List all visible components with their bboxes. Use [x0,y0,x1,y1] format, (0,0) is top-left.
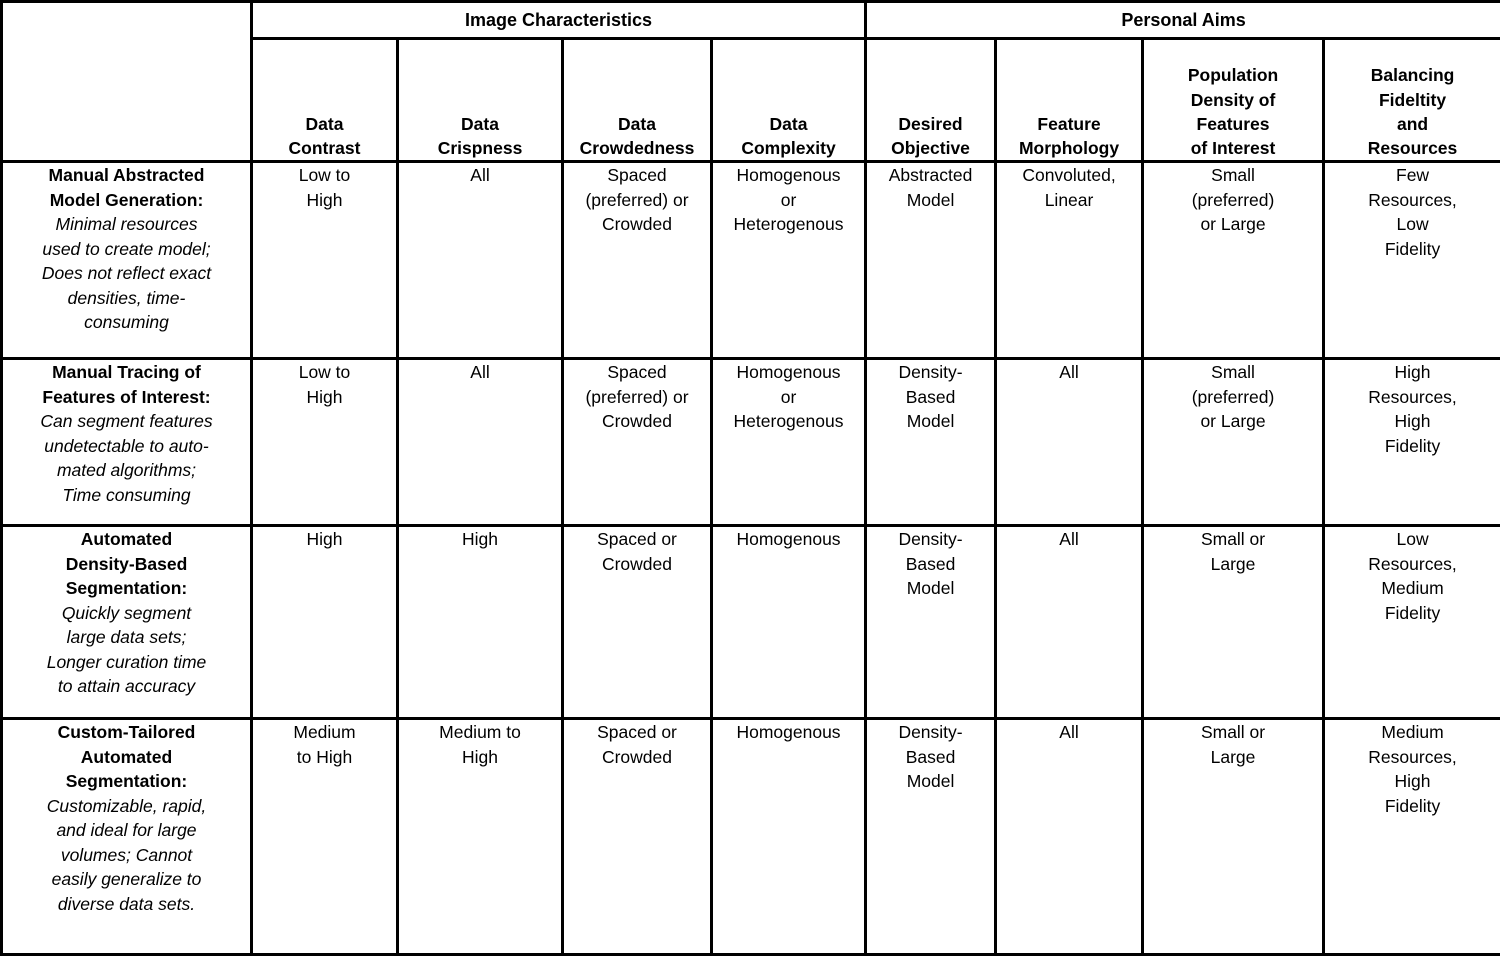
row-description: Customizable, rapid, and ideal for large… [3,794,250,917]
row-header-manual-tracing: Manual Tracing of Features of Interest: … [2,359,252,526]
group-header-row: Image Characteristics Personal Aims [2,2,1500,39]
column-header-balancing: Balancing Fideltity and Resources [1324,39,1500,162]
cell-data-crispness: High [398,526,563,719]
cell-data-contrast: Medium to High [252,719,398,955]
row-title: Custom-Tailored Automated Segmentation: [3,720,250,794]
column-header-data-complexity: Data Complexity [712,39,866,162]
table-row: Manual Tracing of Features of Interest: … [2,359,1500,526]
cell-balancing: Medium Resources, High Fidelity [1324,719,1500,955]
cell-data-crispness: All [398,162,563,359]
group-header-personal-aims: Personal Aims [866,2,1500,39]
cell-data-complexity: Homogenous [712,526,866,719]
cell-feature-morphology: All [996,719,1143,955]
corner-cell [2,2,252,162]
cell-data-crowdedness: Spaced or Crowded [563,526,712,719]
cell-data-crowdedness: Spaced (preferred) or Crowded [563,162,712,359]
table-row: Automated Density-Based Segmentation: Qu… [2,526,1500,719]
cell-data-crowdedness: Spaced (preferred) or Crowded [563,359,712,526]
cell-balancing: Few Resources, Low Fidelity [1324,162,1500,359]
cell-desired-objective: Density- Based Model [866,359,996,526]
cell-data-contrast: Low to High [252,359,398,526]
cell-data-complexity: Homogenous [712,719,866,955]
cell-data-crowdedness: Spaced or Crowded [563,719,712,955]
cell-balancing: Low Resources, Medium Fidelity [1324,526,1500,719]
cell-feature-morphology: Convoluted, Linear [996,162,1143,359]
cell-data-contrast: Low to High [252,162,398,359]
cell-desired-objective: Density- Based Model [866,719,996,955]
row-header-manual-abstracted: Manual Abstracted Model Generation: Mini… [2,162,252,359]
column-header-desired-objective: Desired Objective [866,39,996,162]
cell-data-crispness: All [398,359,563,526]
cell-desired-objective: Abstracted Model [866,162,996,359]
table-row: Custom-Tailored Automated Segmentation: … [2,719,1500,955]
column-header-data-contrast: Data Contrast [252,39,398,162]
column-header-feature-morphology: Feature Morphology [996,39,1143,162]
cell-data-complexity: Homogenous or Heterogenous [712,359,866,526]
cell-population-density: Small (preferred) or Large [1143,359,1324,526]
row-title: Manual Tracing of Features of Interest: [3,360,250,409]
cell-data-crispness: Medium to High [398,719,563,955]
row-title: Manual Abstracted Model Generation: [3,163,250,212]
cell-feature-morphology: All [996,526,1143,719]
row-description: Minimal resources used to create model; … [3,212,250,335]
cell-desired-objective: Density- Based Model [866,526,996,719]
row-title: Automated Density-Based Segmentation: [3,527,250,601]
cell-data-complexity: Homogenous or Heterogenous [712,162,866,359]
row-header-custom-tailored: Custom-Tailored Automated Segmentation: … [2,719,252,955]
row-header-automated-density: Automated Density-Based Segmentation: Qu… [2,526,252,719]
cell-balancing: High Resources, High Fidelity [1324,359,1500,526]
group-header-image-characteristics: Image Characteristics [252,2,866,39]
row-description: Can segment features undetectable to aut… [3,409,250,507]
table-row: Manual Abstracted Model Generation: Mini… [2,162,1500,359]
cell-data-contrast: High [252,526,398,719]
cell-population-density: Small or Large [1143,719,1324,955]
column-header-data-crowdedness: Data Crowdedness [563,39,712,162]
row-description: Quickly segment large data sets; Longer … [3,601,250,699]
cell-population-density: Small or Large [1143,526,1324,719]
cell-feature-morphology: All [996,359,1143,526]
column-header-population-density: Population Density of Features of Intere… [1143,39,1324,162]
cell-population-density: Small (preferred) or Large [1143,162,1324,359]
column-header-data-crispness: Data Crispness [398,39,563,162]
